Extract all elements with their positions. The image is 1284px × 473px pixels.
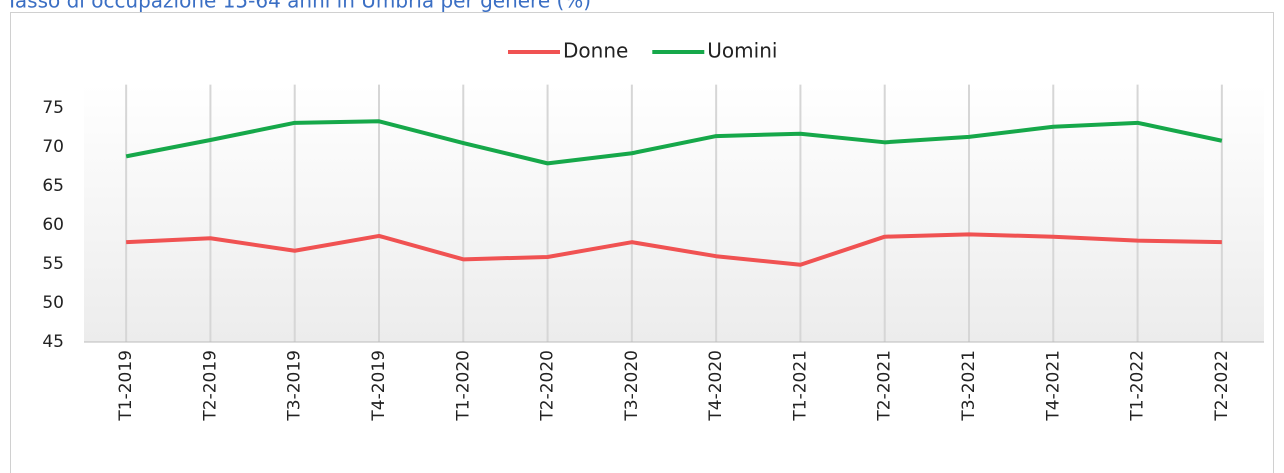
x-tick-label: T3-2020 [622,350,642,422]
x-tick-label: T3-2021 [959,350,979,422]
y-tick-label: 70 [42,137,64,157]
x-tick-label: T3-2019 [285,350,305,422]
y-tick-label: 60 [42,215,64,235]
line-series [126,232,1222,267]
y-tick-label: 50 [42,293,64,313]
x-tick-label: T2-2022 [1212,350,1232,422]
y-tick-label: 75 [42,98,64,118]
legend-label: Donne [563,39,628,63]
x-tick-label: T4-2019 [369,350,389,422]
x-tick-label: T2-2021 [875,350,895,422]
x-tick-label: T1-2019 [116,350,136,422]
legend-label: Uomini [707,39,777,63]
chart-title: Tasso di occupazione 15-64 anni in Umbri… [5,0,591,13]
x-tick-label: T4-2020 [706,350,726,422]
x-tick-label: T1-2021 [790,350,810,422]
x-tick-label: T1-2022 [1128,350,1148,422]
line-series [125,119,1223,166]
y-tick-label: 45 [42,332,64,352]
x-tick-label: T2-2019 [200,350,220,422]
x-tick-label: T1-2020 [453,350,473,422]
x-tick-label: T2-2020 [538,350,558,422]
y-tick-label: 55 [42,254,64,274]
x-tick-label: T4-2021 [1043,350,1063,422]
y-tick-label: 65 [42,176,64,196]
